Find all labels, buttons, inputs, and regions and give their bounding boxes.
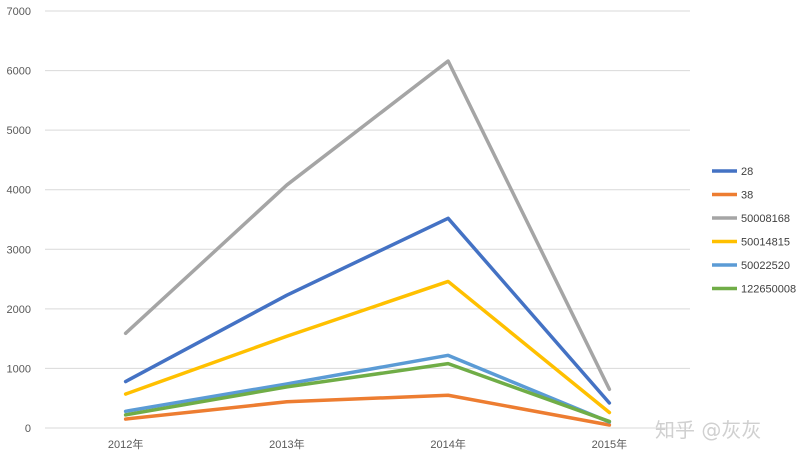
gridlines	[45, 10, 690, 429]
x-axis-ticks: 2012年 2013年 2014年 2015年	[108, 437, 627, 451]
y-tick-label: 7000	[7, 6, 31, 18]
y-tick-label: 2000	[7, 304, 31, 316]
x-tick-label: 2014年	[430, 437, 465, 451]
legend-label: 50008168	[741, 213, 790, 225]
legend-item: 122650008	[712, 284, 796, 296]
legend-item: 28	[712, 166, 753, 178]
y-tick-label: 3000	[7, 244, 31, 256]
series-line-50008168	[123, 59, 612, 392]
legend-label: 28	[741, 166, 753, 178]
legend-item: 38	[712, 190, 753, 202]
y-tick-label: 1000	[7, 363, 31, 375]
y-axis-ticks: 0 1000 2000 3000 4000 5000 6000 7000	[7, 6, 31, 435]
legend-label: 122650008	[741, 284, 796, 296]
series-line-38	[123, 393, 612, 427]
y-tick-label: 6000	[7, 66, 31, 78]
legend-item: 50014815	[712, 237, 790, 249]
series-lines	[123, 59, 612, 427]
legend-item: 50022520	[712, 260, 790, 272]
series-line-50022520	[123, 353, 612, 424]
legend-item: 50008168	[712, 213, 790, 225]
legend-label: 50014815	[741, 237, 790, 249]
series-line-122650008	[123, 361, 612, 424]
series-line-50014815	[123, 279, 612, 415]
watermark: 知乎 @灰灰	[655, 418, 761, 442]
legend-label: 38	[741, 190, 753, 202]
x-tick-label: 2012年	[108, 437, 143, 451]
y-tick-label: 5000	[7, 125, 31, 137]
y-tick-label: 4000	[7, 185, 31, 197]
series-line-28	[123, 216, 612, 405]
legend: 28 38 50008168 50014815 50022520 122650008	[712, 166, 796, 296]
legend-label: 50022520	[741, 260, 790, 272]
y-tick-label: 0	[25, 423, 31, 435]
x-tick-label: 2015年	[592, 437, 627, 451]
x-tick-label: 2013年	[269, 437, 304, 451]
